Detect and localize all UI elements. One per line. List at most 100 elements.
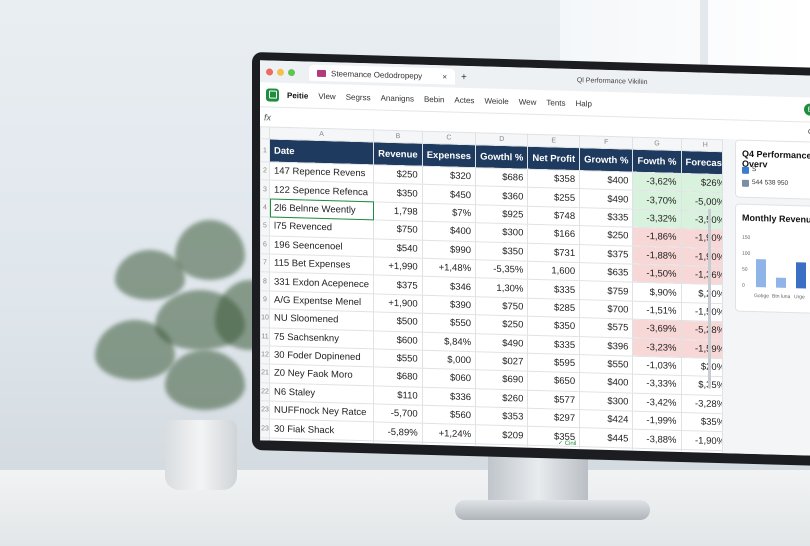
value-cell[interactable]: $990 xyxy=(422,239,476,260)
browser-tab[interactable]: Steemance Oedodropepy × xyxy=(309,64,455,85)
value-cell[interactable]: $375 xyxy=(579,244,633,265)
row-number[interactable]: 3 xyxy=(260,180,270,199)
value-cell[interactable]: $400 xyxy=(422,221,476,242)
row-number[interactable]: 12 xyxy=(260,345,270,365)
value-cell[interactable]: $,230 xyxy=(579,446,633,456)
menu-ananigns[interactable]: Ananigns xyxy=(380,93,414,104)
row-number[interactable]: 2 xyxy=(260,161,270,181)
header-revenue[interactable]: Revenue xyxy=(373,141,423,167)
growth-cell[interactable]: -3,33% xyxy=(632,374,682,395)
row-label-cell[interactable]: 54 Beting Mendsed xyxy=(269,437,374,456)
new-tab-button[interactable]: + xyxy=(461,71,467,83)
vertical-scrollbar[interactable] xyxy=(708,208,711,389)
value-cell[interactable]: +1,48% xyxy=(422,258,476,279)
value-cell[interactable]: +1,24% xyxy=(422,423,476,444)
value-cell[interactable]: $285 xyxy=(527,297,580,318)
value-cell[interactable]: $250 xyxy=(475,314,528,335)
value-cell[interactable]: $577 xyxy=(527,389,580,410)
value-cell[interactable]: $450 xyxy=(422,184,476,205)
value-cell[interactable]: $700 xyxy=(579,299,633,320)
value-cell[interactable]: $550 xyxy=(373,348,423,369)
maximize-window-button[interactable] xyxy=(288,68,295,76)
value-cell[interactable]: -5,700 xyxy=(373,403,423,424)
value-cell[interactable]: 1,365 xyxy=(475,443,528,456)
value-cell[interactable]: $350 xyxy=(373,183,423,204)
value-cell[interactable]: $400 xyxy=(579,170,633,191)
row-number[interactable]: 23 xyxy=(260,400,270,420)
sheets-app-icon[interactable] xyxy=(266,87,279,102)
value-cell[interactable]: 1,798 xyxy=(373,201,423,222)
menu-actes[interactable]: Actes xyxy=(454,95,475,105)
value-cell[interactable]: $335 xyxy=(579,207,633,228)
value-cell[interactable]: -5,32% xyxy=(373,440,423,456)
avatar[interactable]: B xyxy=(804,103,810,116)
growth-cell[interactable]: -3,69% xyxy=(632,319,682,339)
growth-cell[interactable]: -3,62% xyxy=(632,172,682,192)
growth-cell[interactable]: -1,88% xyxy=(632,245,682,266)
growth-cell[interactable]: $68% xyxy=(632,448,682,456)
value-cell[interactable]: $300 xyxy=(579,391,633,412)
growth-cell[interactable]: -1,50% xyxy=(632,264,682,284)
value-cell[interactable]: $335 xyxy=(527,279,580,300)
value-cell[interactable]: +1,900 xyxy=(373,293,423,314)
row-number[interactable]: 22 xyxy=(260,382,270,402)
menu-wew[interactable]: Wew xyxy=(518,96,537,107)
value-cell[interactable]: $540 xyxy=(373,238,423,259)
value-cell[interactable]: $595 xyxy=(527,353,580,373)
row-number[interactable]: 23 xyxy=(260,419,270,438)
growth-cell[interactable]: -3,23% xyxy=(632,337,682,358)
growth-cell[interactable]: -1,99% xyxy=(632,411,682,431)
growth-cell[interactable]: -3,88% xyxy=(632,429,682,450)
row-number[interactable]: 11 xyxy=(260,327,270,346)
value-cell[interactable]: $750 xyxy=(373,220,423,240)
growth-cell[interactable]: -3,42% xyxy=(632,392,682,413)
growth-cell[interactable]: -1,51% xyxy=(632,300,682,321)
value-cell[interactable]: $690 xyxy=(475,370,528,390)
value-cell[interactable]: $600 xyxy=(373,330,423,351)
menu-segrss[interactable]: Segrss xyxy=(345,92,371,102)
growth-cell[interactable]: -3,32% xyxy=(632,208,682,229)
value-cell[interactable]: 1,600 xyxy=(527,261,580,281)
value-cell[interactable]: $300 xyxy=(475,222,528,243)
header-fowth[interactable]: Fowth % xyxy=(632,149,682,174)
header-net-profit[interactable]: Net Profit xyxy=(527,146,580,171)
value-cell[interactable]: $250 xyxy=(373,164,423,185)
value-cell[interactable]: $336 xyxy=(422,386,476,407)
growth-cell[interactable]: -1,03% xyxy=(632,356,682,376)
menu-view[interactable]: Vlew xyxy=(318,91,336,101)
value-cell[interactable]: $027 xyxy=(475,351,528,372)
growth-cell[interactable]: -1,86% xyxy=(632,227,682,248)
menu-weiole[interactable]: Weiole xyxy=(484,95,509,106)
value-cell[interactable]: +1,990 xyxy=(373,256,423,277)
value-cell[interactable]: $550 xyxy=(422,313,476,334)
value-cell[interactable]: -5,35% xyxy=(475,259,528,280)
value-cell[interactable]: $166 xyxy=(527,224,580,245)
value-cell[interactable]: $925 xyxy=(475,204,528,225)
row-number[interactable]: 9 xyxy=(260,290,270,310)
value-cell[interactable]: $424 xyxy=(579,409,633,430)
row-number[interactable]: 10 xyxy=(260,308,270,328)
row-number[interactable]: 8 xyxy=(260,272,270,291)
growth-cell[interactable]: $,90% xyxy=(632,282,682,303)
value-cell[interactable]: $297 xyxy=(527,408,580,429)
value-cell[interactable]: $320 xyxy=(422,166,476,187)
value-cell[interactable]: $360 xyxy=(475,186,528,206)
value-cell[interactable]: $445 xyxy=(579,428,633,449)
value-cell[interactable]: 1,30% xyxy=(475,278,528,298)
value-cell[interactable]: $748 xyxy=(527,205,580,226)
value-cell[interactable]: $759 xyxy=(579,280,633,301)
value-cell[interactable]: $,23% xyxy=(422,442,476,456)
menu-tents[interactable]: Tents xyxy=(546,97,566,108)
value-cell[interactable]: $350 xyxy=(527,316,580,337)
row-number[interactable]: 6 xyxy=(260,235,270,254)
value-cell[interactable]: $560 xyxy=(422,405,476,426)
value-cell[interactable]: $060 xyxy=(422,368,476,389)
value-cell[interactable]: $635 xyxy=(579,262,633,283)
value-cell[interactable]: $260 xyxy=(475,388,528,409)
header-growth[interactable]: Gowthl % xyxy=(475,144,528,170)
value-cell[interactable]: $110 xyxy=(373,385,423,406)
row-number[interactable]: 1 xyxy=(260,138,270,162)
menu-bebin[interactable]: Bebin xyxy=(423,94,445,104)
minimize-window-button[interactable] xyxy=(277,68,284,76)
value-cell[interactable]: $358 xyxy=(527,169,580,190)
